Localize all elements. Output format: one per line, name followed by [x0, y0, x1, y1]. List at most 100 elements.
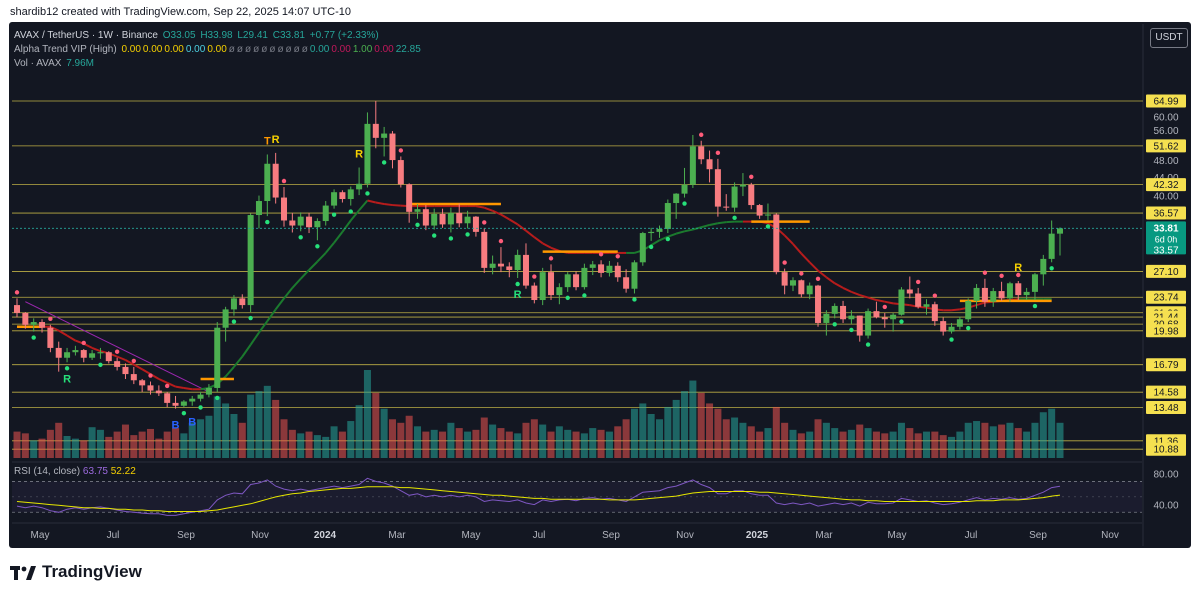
tradingview-logo[interactable]: TradingView: [10, 562, 142, 582]
signal-dot: [732, 215, 737, 221]
candle-body: [47, 327, 54, 348]
signal-dot: [765, 224, 771, 229]
candle-body: [639, 233, 646, 263]
volume-bar: [681, 391, 689, 458]
time-tick-label: Sep: [602, 530, 620, 541]
volume-bar: [372, 392, 380, 458]
volume-bar: [121, 424, 129, 458]
alpha-trend-segment: [316, 252, 327, 263]
volume-bar: [238, 422, 246, 458]
indicator-value: ø: [269, 44, 276, 55]
level-label-text: 16.79: [1153, 360, 1178, 371]
volume-bar: [1023, 431, 1031, 458]
alpha-trend-segment: [951, 308, 960, 312]
candle-body: [589, 264, 596, 268]
candle-body: [840, 305, 847, 320]
signal-dot: [1016, 272, 1021, 278]
signal-dot: [949, 337, 954, 342]
candle-body: [1040, 258, 1047, 275]
indicator-value: 0.00: [331, 44, 351, 55]
volume-bar: [197, 419, 205, 458]
volume-bar: [38, 438, 46, 458]
volume-bar: [822, 422, 830, 458]
alpha-trend-segment: [166, 381, 176, 388]
volume-bar: [564, 429, 572, 458]
volume-bar: [455, 428, 463, 458]
alpha-trend-segment: [884, 300, 894, 305]
alpha-trend-segment: [976, 301, 986, 307]
volume-bar: [664, 406, 672, 458]
signal-dot: [1049, 266, 1054, 271]
alpha-trend-segment: [508, 218, 519, 226]
alpha-trend-segment: [783, 234, 794, 245]
signal-dot: [498, 238, 504, 244]
candle-body: [764, 214, 771, 216]
volume-bar: [63, 436, 71, 458]
signal-dot: [515, 281, 520, 287]
candle-body: [22, 312, 29, 325]
volume-bar: [1014, 428, 1022, 458]
candle-body: [564, 274, 571, 288]
volume-bar: [505, 431, 513, 458]
signal-dot: [982, 270, 988, 275]
candle-body: [723, 206, 730, 208]
signal-dot: [98, 362, 103, 368]
alpha-trend-segment: [133, 363, 143, 371]
volume-bar: [21, 433, 29, 458]
volume-bar: [297, 433, 305, 458]
rsi-name[interactable]: RSI (14, close): [14, 466, 81, 477]
alpha-trend-segment: [341, 219, 352, 233]
indicator-name[interactable]: Alpha Trend VIP (High): [14, 44, 117, 55]
alpha-trend-segment: [825, 276, 836, 285]
volume-bar: [230, 414, 238, 458]
volume-bar: [530, 419, 538, 458]
candle-body: [147, 385, 154, 391]
candle-body: [623, 277, 630, 289]
alpha-trend-segment: [358, 199, 369, 211]
volume-bar: [347, 421, 355, 458]
indicator-value: 0.00: [309, 44, 330, 55]
candle-body: [389, 133, 396, 161]
candle-body: [873, 311, 880, 318]
signal-dot: [365, 191, 370, 196]
candle-body: [397, 160, 404, 185]
signal-dot: [215, 395, 220, 401]
candle-body: [214, 327, 221, 388]
candle-body: [281, 197, 288, 221]
signal-dot: [331, 212, 337, 217]
volume-bar: [948, 436, 956, 458]
currency-button[interactable]: USDT: [1150, 28, 1188, 48]
symbol-name[interactable]: AVAX / TetherUS · 1W · Binance: [14, 30, 158, 41]
alpha-trend-segment: [308, 260, 319, 271]
secondary-price-label: 33.57: [1153, 245, 1178, 256]
volume-bar: [689, 380, 697, 458]
signal-dot: [198, 405, 203, 410]
indicator-value: ø: [277, 44, 284, 55]
candle-body: [923, 304, 930, 307]
signal-dot: [598, 252, 604, 257]
level-label-text: 14.58: [1153, 388, 1178, 399]
volume-label[interactable]: Vol · AVAX: [14, 58, 62, 69]
alpha-trend-segment: [367, 199, 377, 204]
level-label-text: 51.62: [1153, 141, 1178, 152]
volume-bar: [847, 429, 855, 458]
candle-body: [739, 184, 746, 187]
volume-bar: [647, 414, 655, 458]
volume-bar: [163, 431, 171, 458]
volume-bar: [213, 396, 221, 458]
signal-dot: [882, 304, 887, 310]
signal-dot: [381, 160, 387, 165]
volume-bar: [956, 431, 964, 458]
candle-body: [648, 231, 655, 234]
candle-body: [1031, 274, 1038, 292]
chart-frame[interactable]: [9, 22, 1191, 548]
signal-label: R: [514, 289, 522, 301]
candle-body: [1056, 228, 1064, 234]
volume-bar: [363, 370, 371, 458]
candle-body: [573, 274, 580, 288]
candle-body: [89, 353, 96, 358]
volume-bar: [1006, 422, 1014, 458]
candle-body: [364, 123, 371, 184]
candle-body: [915, 293, 922, 307]
